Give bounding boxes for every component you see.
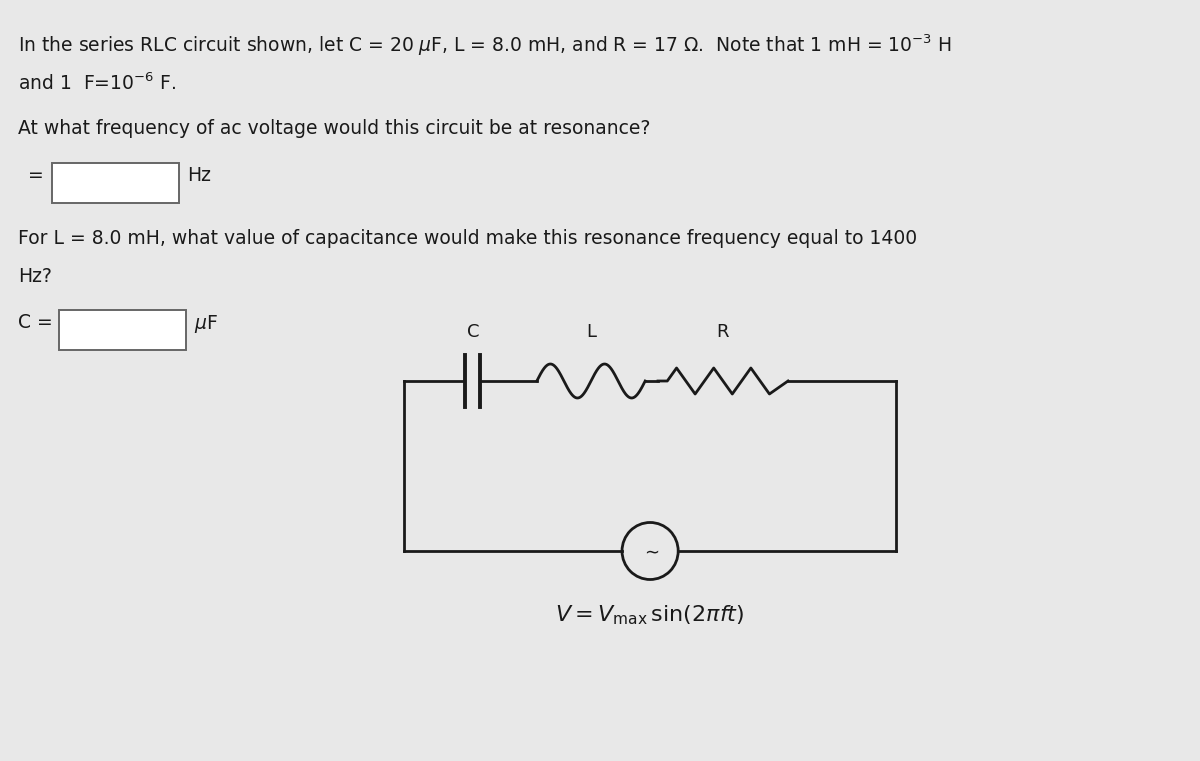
Text: At what frequency of ac voltage would this circuit be at resonance?: At what frequency of ac voltage would th…: [18, 119, 650, 138]
FancyBboxPatch shape: [59, 310, 186, 350]
Text: $V = V_{\mathrm{max}}\,\sin(2\pi ft)$: $V = V_{\mathrm{max}}\,\sin(2\pi ft)$: [556, 603, 745, 626]
Text: C: C: [467, 323, 479, 341]
Text: Hz: Hz: [187, 166, 211, 185]
Text: C =: C =: [18, 313, 53, 332]
Text: and 1  F=10$^{-6}$ F.: and 1 F=10$^{-6}$ F.: [18, 73, 176, 94]
Text: R: R: [716, 323, 730, 341]
Text: $\mu$F: $\mu$F: [194, 313, 218, 335]
Text: L: L: [586, 323, 596, 341]
Text: Hz?: Hz?: [18, 267, 52, 286]
Text: For L = 8.0 mH, what value of capacitance would make this resonance frequency eq: For L = 8.0 mH, what value of capacitanc…: [18, 229, 917, 248]
Text: =: =: [28, 166, 43, 185]
Text: In the series RLC circuit shown, let C = 20 $\mu$F, L = 8.0 mH, and R = 17 $\Ome: In the series RLC circuit shown, let C =…: [18, 33, 952, 59]
FancyBboxPatch shape: [53, 163, 179, 203]
Text: $\sim$: $\sim$: [641, 542, 660, 560]
